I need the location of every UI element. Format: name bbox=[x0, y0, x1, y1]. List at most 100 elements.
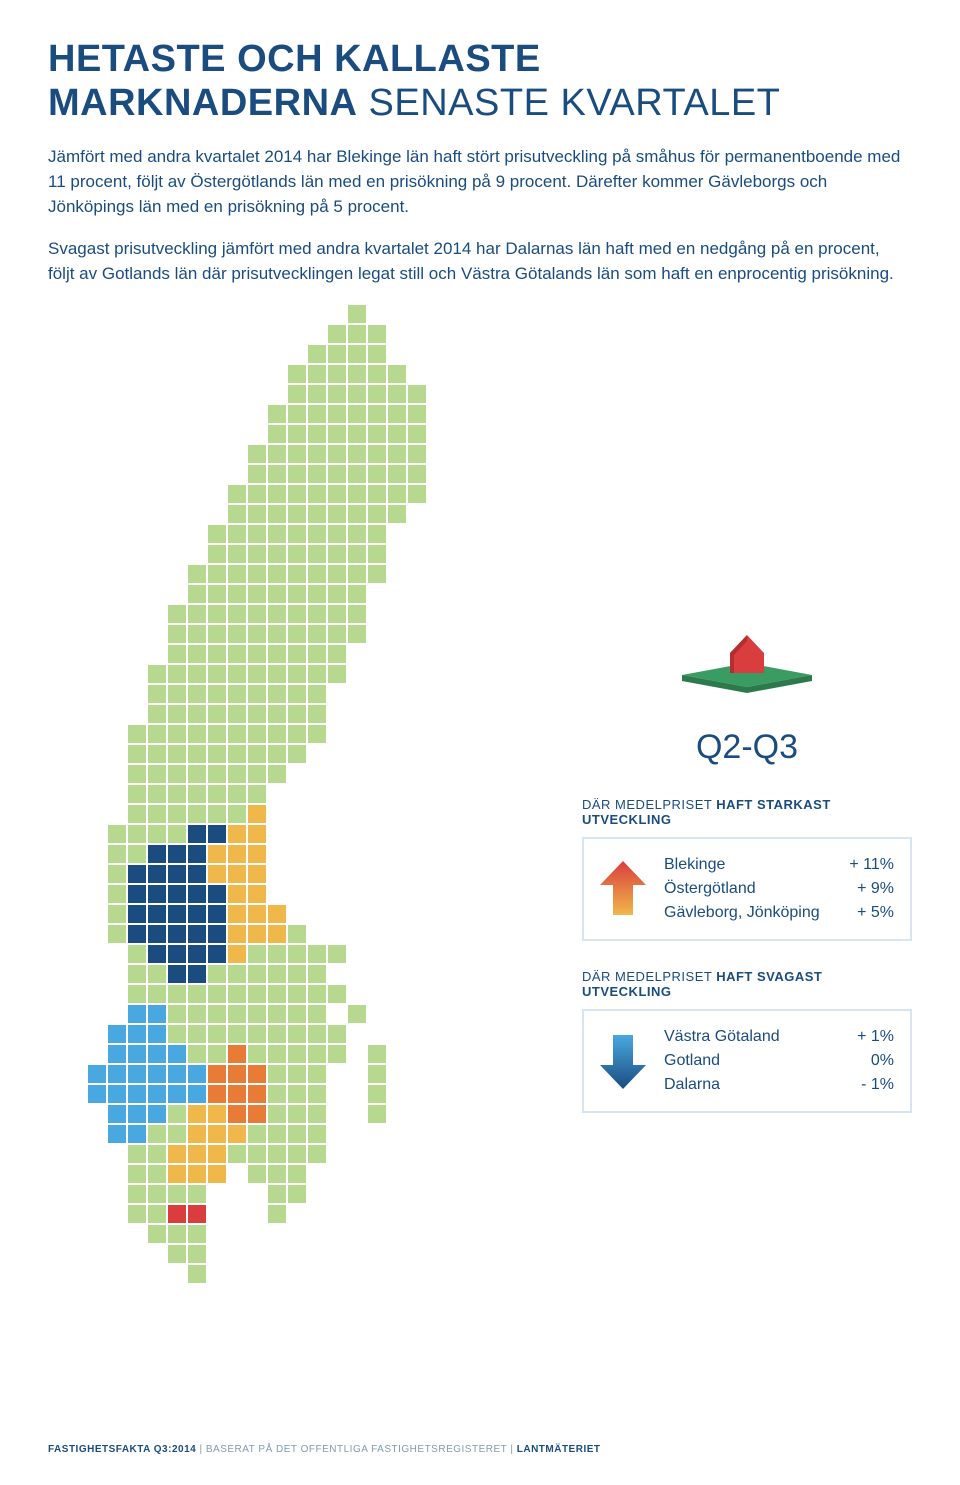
map-cell bbox=[68, 505, 86, 523]
map-cell bbox=[68, 1245, 86, 1263]
map-cell bbox=[228, 305, 246, 323]
map-cell bbox=[288, 605, 306, 623]
map-cell bbox=[388, 1005, 406, 1023]
map-cell bbox=[168, 785, 186, 803]
map-cell bbox=[128, 725, 146, 743]
map-cell bbox=[288, 1265, 306, 1283]
map-cell bbox=[248, 765, 266, 783]
map-cell bbox=[428, 725, 446, 743]
map-cell bbox=[448, 625, 466, 643]
map-cell bbox=[68, 1145, 86, 1163]
map-cell bbox=[108, 525, 126, 543]
map-cell bbox=[248, 645, 266, 663]
map-cell bbox=[188, 925, 206, 943]
map-cell bbox=[288, 1205, 306, 1223]
map-cell bbox=[428, 405, 446, 423]
map-cell bbox=[168, 1145, 186, 1163]
map-cell bbox=[408, 1025, 426, 1043]
map-cell bbox=[108, 565, 126, 583]
map-cell bbox=[408, 1185, 426, 1203]
map-cell bbox=[88, 1085, 106, 1103]
map-cell bbox=[428, 605, 446, 623]
map-cell bbox=[308, 1005, 326, 1023]
map-cell bbox=[68, 745, 86, 763]
map-cell bbox=[408, 305, 426, 323]
map-cell bbox=[368, 785, 386, 803]
map-cell bbox=[248, 585, 266, 603]
map-cell bbox=[88, 1265, 106, 1283]
map-cell bbox=[88, 405, 106, 423]
map-cell bbox=[388, 565, 406, 583]
map-cell bbox=[428, 505, 446, 523]
map-cell bbox=[108, 545, 126, 563]
map-cell bbox=[488, 685, 506, 703]
map-cell bbox=[88, 565, 106, 583]
map-cell bbox=[308, 565, 326, 583]
map-cell bbox=[408, 1205, 426, 1223]
map-cell bbox=[68, 425, 86, 443]
map-cell bbox=[468, 345, 486, 363]
map-cell bbox=[288, 1105, 306, 1123]
map-cell bbox=[348, 1165, 366, 1183]
map-cell bbox=[408, 985, 426, 1003]
map-cell bbox=[468, 685, 486, 703]
map-cell bbox=[348, 805, 366, 823]
map-cell bbox=[408, 785, 426, 803]
map-cell bbox=[488, 485, 506, 503]
map-cell bbox=[328, 565, 346, 583]
map-cell bbox=[88, 345, 106, 363]
map-cell bbox=[388, 505, 406, 523]
map-cell bbox=[168, 485, 186, 503]
map-cell bbox=[348, 485, 366, 503]
map-cell bbox=[88, 305, 106, 323]
map-cell bbox=[388, 825, 406, 843]
map-cell bbox=[168, 585, 186, 603]
map-cell bbox=[328, 325, 346, 343]
map-cell bbox=[328, 745, 346, 763]
map-cell bbox=[108, 1185, 126, 1203]
map-cell bbox=[288, 485, 306, 503]
map-cell bbox=[428, 705, 446, 723]
map-cell bbox=[268, 1165, 286, 1183]
map-cell bbox=[148, 485, 166, 503]
map-cell bbox=[448, 465, 466, 483]
map-cell bbox=[448, 785, 466, 803]
map-cell bbox=[228, 1025, 246, 1043]
map-cell bbox=[228, 1185, 246, 1203]
map-cell bbox=[108, 965, 126, 983]
map-cell bbox=[328, 765, 346, 783]
map-cell bbox=[208, 1225, 226, 1243]
map-cell bbox=[288, 1065, 306, 1083]
map-cell bbox=[188, 1265, 206, 1283]
map-cell bbox=[308, 365, 326, 383]
map-cell bbox=[248, 305, 266, 323]
map-cell bbox=[268, 785, 286, 803]
map-cell bbox=[168, 385, 186, 403]
map-cell bbox=[308, 785, 326, 803]
map-cell bbox=[208, 465, 226, 483]
map-cell bbox=[88, 985, 106, 1003]
map-cell bbox=[228, 625, 246, 643]
map-cell bbox=[68, 865, 86, 883]
map-cell bbox=[128, 945, 146, 963]
map-cell bbox=[368, 865, 386, 883]
map-cell bbox=[468, 885, 486, 903]
map-cell bbox=[208, 1245, 226, 1263]
map-cell bbox=[408, 1045, 426, 1063]
map-cell bbox=[468, 365, 486, 383]
map-cell bbox=[468, 1085, 486, 1103]
map-cell bbox=[368, 585, 386, 603]
map-cell bbox=[68, 605, 86, 623]
map-cell bbox=[348, 625, 366, 643]
map-cell bbox=[428, 1205, 446, 1223]
map-cell bbox=[488, 605, 506, 623]
map-cell bbox=[228, 365, 246, 383]
map-cell bbox=[288, 1025, 306, 1043]
map-cell bbox=[128, 1005, 146, 1023]
map-cell bbox=[308, 1045, 326, 1063]
map-cell bbox=[208, 625, 226, 643]
map-cell bbox=[88, 425, 106, 443]
map-cell bbox=[408, 505, 426, 523]
map-cell bbox=[408, 865, 426, 883]
weakest-rows: Västra Götaland+ 1%Gotland0%Dalarna- 1% bbox=[664, 1025, 894, 1097]
